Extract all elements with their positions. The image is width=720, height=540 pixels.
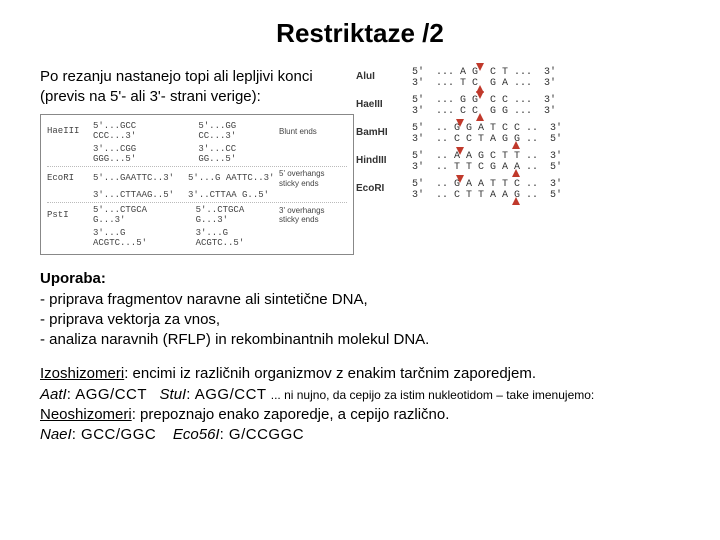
page-title: Restriktaze /2	[40, 18, 680, 49]
neo-text: : prepoznajo enako zaporedje, a cepijo r…	[132, 406, 450, 423]
intro-paragraph: Po rezanju nastanejo topi ali lepljivi k…	[40, 67, 340, 106]
enzyme-aati-seq: : AGG/CCT	[67, 386, 147, 403]
usage-block: Uporaba: - priprava fragmentov naravne a…	[40, 269, 680, 350]
izo-note: ... ni nujno, da cepijo za istim nukleot…	[271, 388, 595, 402]
izoshizomeri-block: Izoshizomeri: encimi iz različnih organi…	[40, 364, 680, 445]
usage-item-0: - priprava fragmentov naravne ali sintet…	[40, 291, 368, 308]
usage-item-2: - analiza naravnih (RFLP) in rekombinant…	[40, 331, 429, 348]
cutsite-figure: AluI5' ... A G C T ... 3'3' ... T C G A …	[356, 67, 680, 207]
neo-label: Neoshizomeri	[40, 406, 132, 423]
usage-item-1: - priprava vektorja za vnos,	[40, 311, 220, 328]
izo-text: : encimi iz različnih organizmov z enaki…	[124, 365, 536, 382]
enzyme-stui: StuI	[160, 386, 187, 403]
usage-heading: Uporaba:	[40, 270, 106, 287]
enzyme-aati: AatI	[40, 386, 67, 403]
enzyme-eco56i: Eco56I	[173, 426, 220, 443]
enzyme-eco56i-seq: : G/CCGGC	[220, 426, 305, 443]
izo-label: Izoshizomeri	[40, 365, 124, 382]
enzyme-naei-seq: : GCC/GGC	[72, 426, 157, 443]
overhang-figure: HaeIII5'...GCC CCC...3'5'...GG CC...3'Bl…	[40, 114, 354, 255]
enzyme-naei: NaeI	[40, 426, 72, 443]
enzyme-stui-seq: : AGG/CCT	[186, 386, 266, 403]
